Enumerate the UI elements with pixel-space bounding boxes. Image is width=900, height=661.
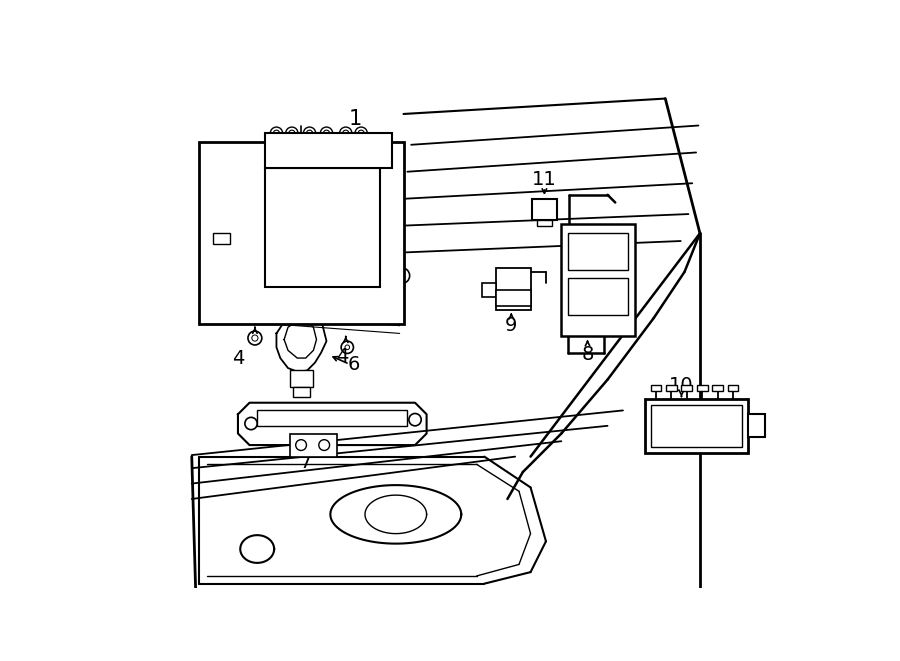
Bar	[562, 224, 634, 336]
Text: 11: 11	[532, 170, 557, 189]
Text: 4: 4	[337, 347, 349, 366]
Text: 10: 10	[670, 376, 694, 395]
Bar	[651, 405, 742, 447]
Bar	[293, 387, 310, 397]
Bar	[496, 268, 531, 310]
Bar	[482, 284, 496, 297]
Text: 9: 9	[505, 316, 518, 335]
Bar	[291, 434, 337, 457]
Bar	[712, 385, 723, 391]
Bar	[257, 410, 408, 426]
Bar	[265, 134, 392, 168]
Bar	[568, 278, 628, 315]
Bar	[697, 385, 707, 391]
Bar	[536, 220, 552, 226]
Bar	[644, 399, 749, 453]
Text: 32: 32	[215, 149, 242, 169]
Bar	[291, 370, 313, 387]
Bar	[199, 143, 403, 324]
Bar	[568, 233, 628, 270]
Text: 3: 3	[326, 305, 339, 326]
Text: 6: 6	[347, 356, 360, 375]
Bar	[749, 414, 765, 438]
Bar	[496, 290, 531, 307]
Bar	[213, 233, 230, 244]
Text: 8: 8	[581, 346, 594, 364]
Text: 7: 7	[300, 453, 312, 472]
Bar	[728, 385, 738, 391]
Bar	[651, 385, 661, 391]
Bar	[265, 168, 381, 288]
Text: 5: 5	[201, 260, 214, 280]
Bar	[666, 385, 677, 391]
Text: 1: 1	[349, 109, 363, 130]
Bar	[681, 385, 692, 391]
Text: 4: 4	[232, 348, 244, 368]
Bar	[532, 199, 557, 220]
Text: 2: 2	[307, 305, 320, 326]
